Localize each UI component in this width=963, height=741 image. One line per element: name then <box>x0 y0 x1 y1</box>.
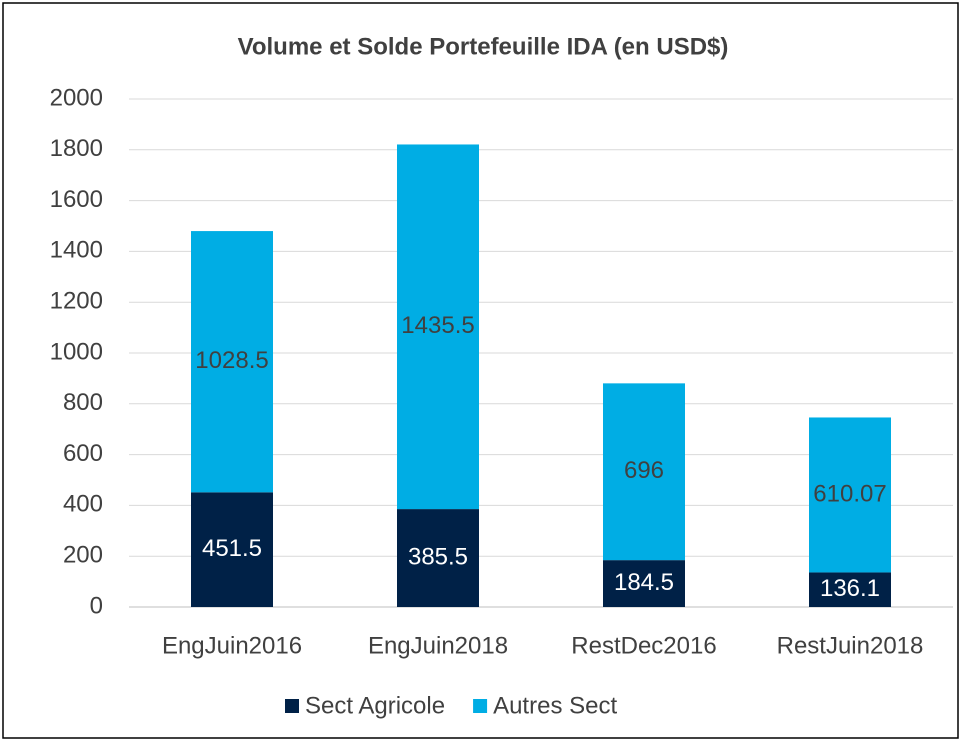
y-tick-label: 1600 <box>50 186 103 213</box>
legend-swatch <box>473 699 488 713</box>
data-label: 385.5 <box>408 543 468 570</box>
data-label: 184.5 <box>614 569 674 596</box>
data-label: 1028.5 <box>195 347 268 374</box>
bar-segment <box>397 509 479 607</box>
legend-label: Autres Sect <box>493 692 617 719</box>
bar-segment <box>809 572 891 607</box>
y-tick-label: 800 <box>63 389 103 416</box>
bar-segment <box>603 560 685 607</box>
data-label: 1435.5 <box>401 312 474 339</box>
y-tick-label: 1000 <box>50 338 103 365</box>
y-tick-label: 1800 <box>50 135 103 162</box>
y-tick-label: 0 <box>90 592 103 619</box>
legend-swatch <box>285 699 299 713</box>
data-label: 451.5 <box>202 535 262 562</box>
data-label: 610.07 <box>813 480 886 507</box>
y-tick-label: 1200 <box>50 288 103 315</box>
y-tick-label: 600 <box>63 440 103 467</box>
bar-segment <box>809 417 891 573</box>
chart-title: Volume et Solde Portefeuille IDA (en USD… <box>238 33 729 60</box>
bar-segment <box>191 231 273 493</box>
legend-label: Sect Agricole <box>305 692 445 719</box>
x-tick-label: EngJuin2016 <box>162 632 302 659</box>
y-tick-label: 200 <box>63 542 103 569</box>
y-tick-label: 1400 <box>50 237 103 264</box>
y-tick-label: 2000 <box>50 84 103 111</box>
bar-segment <box>191 492 273 607</box>
x-tick-label: RestJuin2018 <box>777 632 924 659</box>
data-label: 696 <box>624 457 664 484</box>
bar-segment <box>397 144 479 510</box>
x-tick-label: RestDec2016 <box>571 632 716 659</box>
y-tick-label: 400 <box>63 491 103 518</box>
x-tick-label: EngJuin2018 <box>368 632 508 659</box>
data-label: 136.1 <box>820 575 880 602</box>
bar-segment <box>603 383 685 561</box>
